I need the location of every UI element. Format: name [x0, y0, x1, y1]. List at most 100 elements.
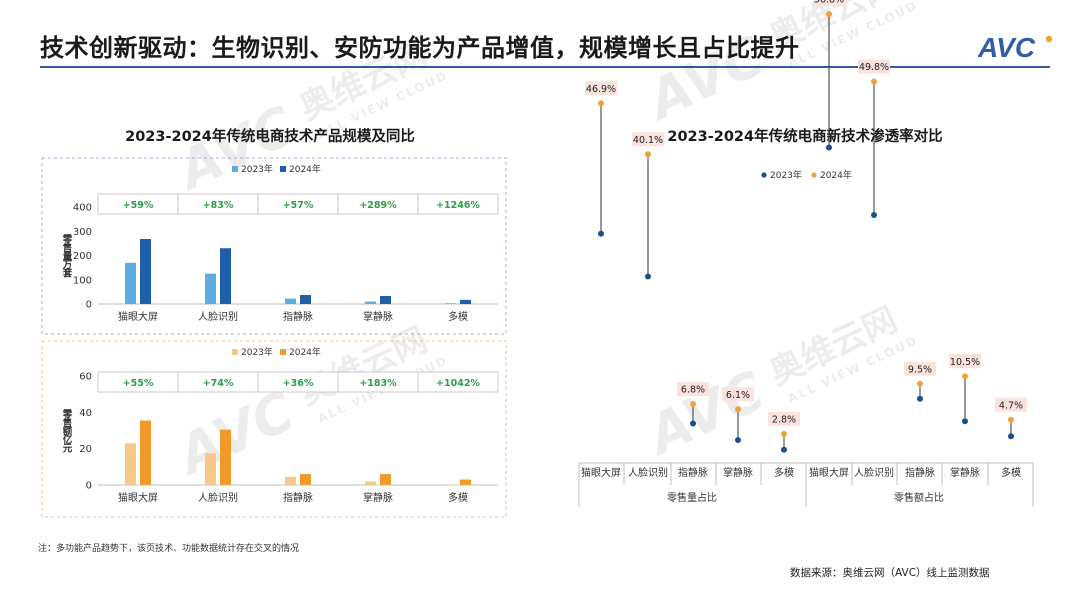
x-tick-label: 指静脉: [678, 466, 708, 479]
data-label: 10.5%: [950, 357, 980, 368]
group-label: 零售额占比: [894, 491, 944, 504]
data-label-box: [768, 412, 800, 426]
x-tick-label: 指静脉: [283, 491, 313, 504]
y-tick-label: 200: [73, 251, 92, 262]
data-label-box: [632, 132, 664, 147]
data-label: 58.8%: [814, 0, 844, 6]
data-label: 46.9%: [586, 84, 616, 95]
x-tick-label: 多模: [448, 491, 468, 504]
bar: [300, 474, 311, 485]
growth-label: +289%: [359, 200, 397, 211]
avc-logo: AVC: [978, 32, 1053, 63]
bar: [285, 298, 296, 304]
point-2023: [1008, 433, 1014, 440]
point-2024: [917, 380, 923, 387]
data-label-box: [904, 361, 936, 376]
y-tick-label: 20: [79, 444, 92, 455]
point-2024: [1008, 416, 1014, 423]
data-label: 9.5%: [908, 364, 932, 375]
x-tick-label: 人脸识别: [628, 466, 668, 479]
growth-label: +183%: [359, 378, 397, 389]
point-2023: [690, 420, 696, 427]
bar: [140, 239, 151, 304]
bar: [205, 273, 216, 304]
data-source: 数据来源：奥维云网（AVC）线上监测数据: [790, 567, 990, 579]
growth-label: +83%: [203, 200, 234, 211]
bar: [220, 248, 231, 304]
legend-marker: [761, 172, 767, 178]
bar: [125, 443, 136, 485]
y-tick-label: 0: [86, 300, 92, 311]
point-2024: [962, 373, 968, 380]
legend-swatch: [280, 166, 286, 172]
footnote: 注：多功能产品趋势下，该页技术、功能数据统计存在交叉的情况: [38, 544, 300, 554]
x-tick-label: 人脸识别: [198, 310, 238, 323]
x-tick-label: 掌静脉: [950, 466, 980, 479]
y-axis-label: 零售额亿元: [61, 409, 74, 453]
legend-swatch: [232, 166, 238, 172]
point-2024: [735, 406, 741, 413]
bar: [365, 301, 376, 304]
growth-row: [97, 371, 499, 393]
data-label-box: [722, 387, 754, 402]
x-tick-label: 猫眼大屏: [581, 466, 621, 479]
x-tick-label: 猫眼大屏: [118, 491, 158, 504]
growth-label: +55%: [123, 378, 154, 389]
y-tick-label: 60: [79, 372, 92, 383]
y-tick-label: 100: [73, 275, 92, 286]
growth-label: +57%: [283, 200, 314, 211]
growth-label: +1042%: [436, 378, 480, 389]
bar: [460, 479, 471, 485]
panel-frame: [41, 340, 507, 518]
legend-label: 2023年: [241, 163, 273, 175]
data-label-box: [677, 382, 709, 396]
chart-title: 2023-2024年传统电商技术产品规模及同比: [125, 127, 415, 145]
y-tick-label: 0: [86, 481, 92, 492]
growth-label: +74%: [203, 378, 234, 389]
bar: [300, 295, 311, 304]
panel-frame: [41, 157, 507, 335]
bar: [365, 481, 376, 485]
title-divider: [40, 66, 1050, 68]
x-tick-label: 多模: [448, 310, 468, 323]
point-2024: [826, 11, 832, 17]
point-2023: [917, 395, 923, 402]
bar: [380, 295, 391, 304]
point-2023: [962, 418, 968, 425]
growth-label: +1246%: [436, 200, 480, 211]
legend-label: 2023年: [770, 169, 802, 181]
x-tick-label: 掌静脉: [363, 310, 393, 323]
y-tick-label: 40: [79, 408, 92, 419]
legend-swatch: [280, 349, 286, 355]
bar: [445, 484, 456, 485]
point-2024: [598, 100, 604, 107]
chart-title: 2023-2024年传统电商新技术渗透率对比: [667, 127, 942, 145]
point-2024: [645, 151, 651, 158]
x-tick-label: 猫眼大屏: [118, 310, 158, 323]
data-label: 40.1%: [633, 135, 663, 146]
bar: [460, 299, 471, 304]
data-label: 2.8%: [772, 415, 796, 426]
growth-row: [97, 193, 499, 215]
point-2023: [871, 212, 877, 218]
avc-logo-text: AVC: [978, 32, 1036, 63]
legend-label: 2024年: [289, 163, 321, 175]
group-label: 零售量占比: [667, 491, 717, 504]
data-label: 4.7%: [999, 400, 1023, 411]
point-2023: [781, 446, 787, 453]
x-tick-label: 人脸识别: [854, 466, 894, 479]
data-label-box: [813, 0, 845, 6]
bar: [140, 420, 151, 485]
legend-marker: [811, 172, 817, 178]
point-2023: [735, 437, 741, 443]
y-axis-label: 零售量万套: [61, 234, 74, 278]
growth-label: +59%: [123, 200, 154, 211]
data-label-box: [585, 81, 617, 96]
data-label: 6.8%: [681, 385, 705, 396]
growth-label: +36%: [283, 378, 314, 389]
point-2024: [871, 78, 877, 85]
point-2024: [690, 401, 696, 407]
bar: [125, 262, 136, 304]
legend-label: 2024年: [289, 346, 321, 358]
